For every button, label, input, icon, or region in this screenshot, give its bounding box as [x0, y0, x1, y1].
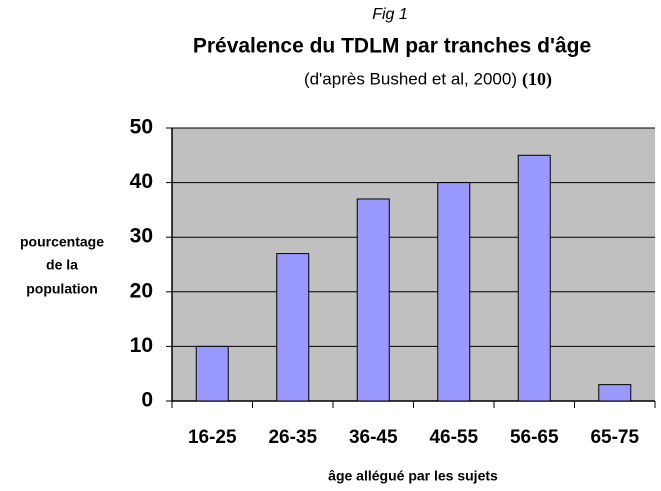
reference: (10)	[522, 69, 552, 90]
y-label-line: population	[26, 281, 98, 297]
y-tick-label: 20	[130, 279, 153, 302]
y-tick-label: 0	[141, 389, 153, 412]
y-tick-label: 10	[130, 334, 153, 357]
y-tick-label: 50	[130, 116, 153, 139]
x-tick-label: 46-55	[429, 427, 478, 448]
chart-subtitle: (d'après Bushed et al, 2000)	[304, 69, 517, 88]
y-label-line: pourcentage	[20, 234, 104, 250]
figure-label: Fig 1	[372, 6, 408, 23]
x-tick-label: 16-25	[188, 427, 237, 448]
bar	[195, 345, 229, 402]
bar	[437, 182, 471, 402]
bar	[598, 384, 632, 402]
x-tick-label: 56-65	[510, 427, 559, 448]
x-tick-label: 26-35	[268, 427, 317, 448]
chart-title: Prévalence du TDLM par tranches d'âge	[193, 35, 591, 58]
y-tick-label: 40	[130, 170, 153, 193]
plot-area	[172, 128, 655, 401]
x-tick-label: 36-45	[349, 427, 398, 448]
x-tick-label: 65-75	[590, 427, 639, 448]
bar	[276, 253, 310, 402]
bar	[356, 198, 390, 402]
y-label-line: de la	[46, 257, 78, 273]
x-label: âge allégué par les sujets	[328, 468, 498, 484]
bar	[517, 154, 551, 402]
y-tick-label: 30	[130, 225, 153, 248]
